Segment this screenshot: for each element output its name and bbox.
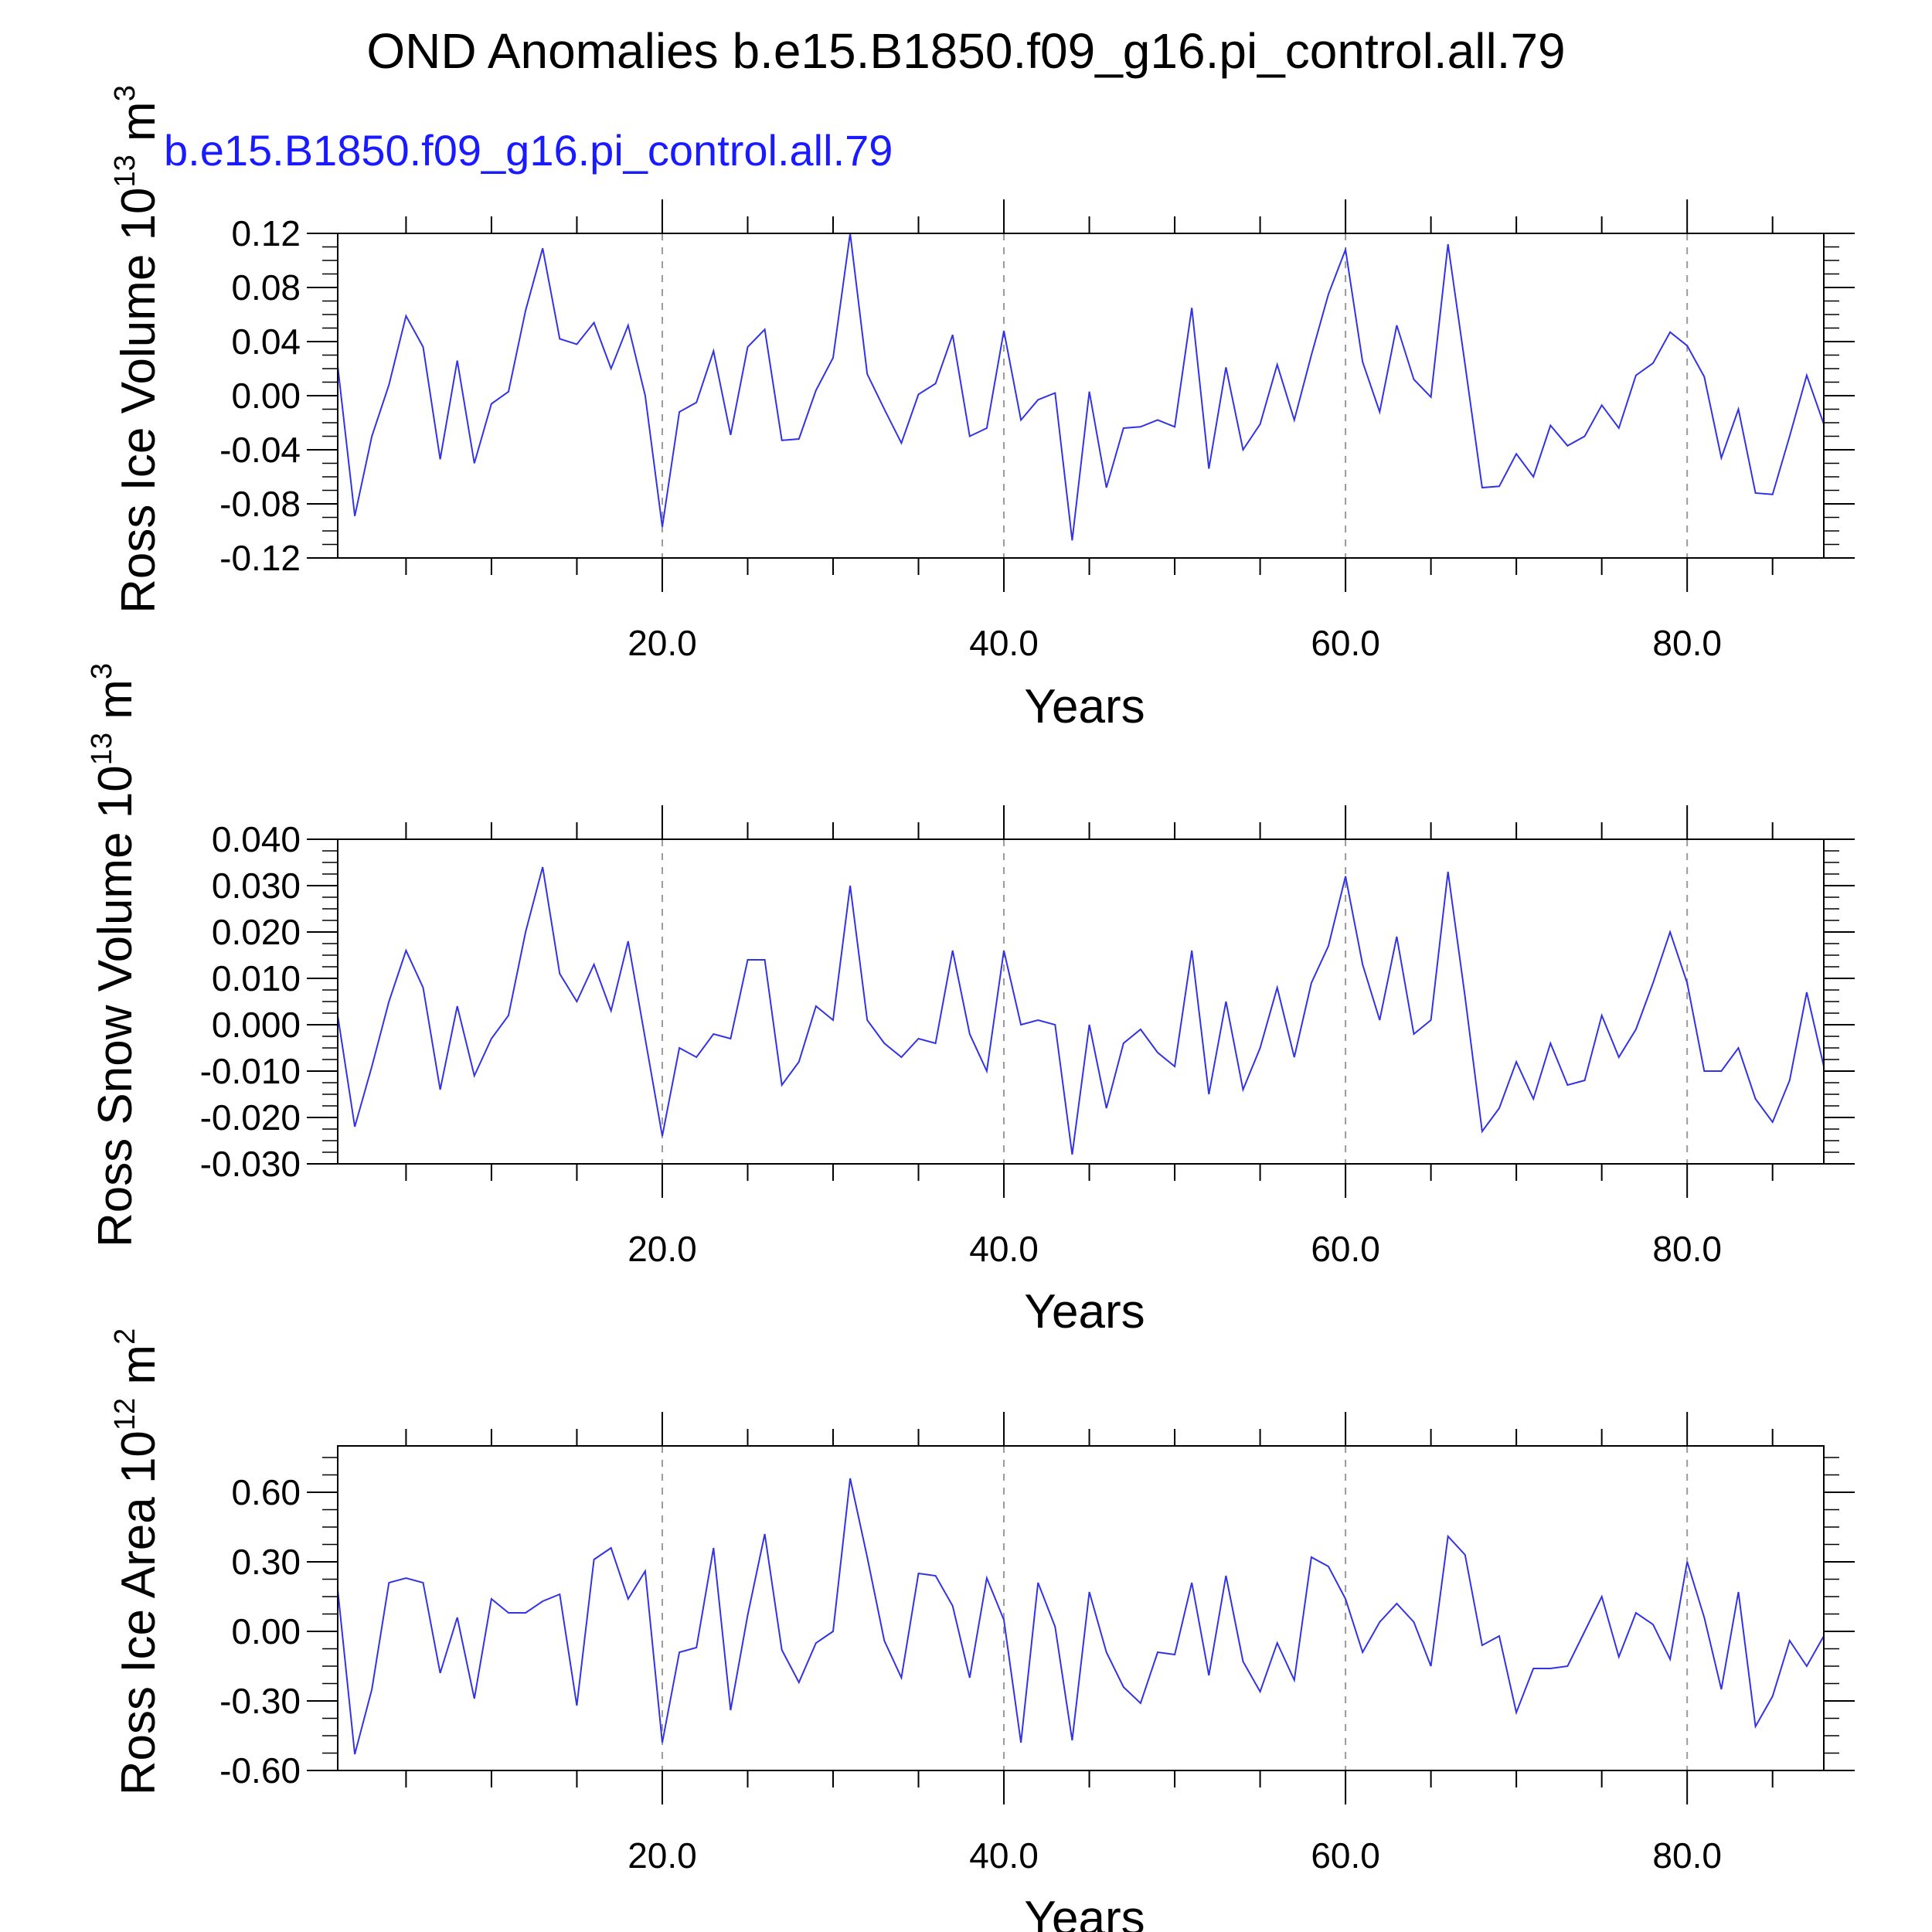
x-tick-label: 40.0 — [969, 1229, 1039, 1269]
y-unit-exponent: 12 — [109, 1398, 141, 1430]
series-line — [337, 1478, 1825, 1755]
y-tick-label: -0.04 — [219, 430, 301, 470]
y-unit-symbol: m — [89, 679, 142, 733]
figure-title: OND Anomalies b.e15.B1850.f09_g16.pi_con… — [366, 23, 1565, 79]
x-tick-label: 60.0 — [1311, 1835, 1380, 1876]
chart-panel-2: 20.0 40.0 60.0 80.0 -0.030 -0.020 -0.010 0.000 0… — [86, 663, 1855, 1338]
y-unit-symbol: m — [112, 1345, 165, 1398]
x-tick-label: 80.0 — [1652, 1835, 1722, 1876]
x-tick-label: 80.0 — [1652, 623, 1722, 663]
y-unit-symbol-exponent: 3 — [109, 85, 141, 101]
chart-panel-1: 20.0 40.0 60.0 80.0 -0.12 -0.08 -0.04 0.00 0.04 0… — [109, 85, 1855, 733]
y-label-text: Ross Ice Area — [112, 1484, 165, 1795]
y-tick-label: 0.60 — [231, 1472, 301, 1512]
y-tick-label: -0.010 — [200, 1051, 301, 1091]
x-tick-label: 60.0 — [1311, 623, 1380, 663]
y-tick-label: -0.30 — [219, 1681, 301, 1721]
y-unit-base: 10 — [112, 187, 165, 240]
y-tick-label: 0.04 — [231, 321, 301, 362]
y-tick-label: 0.12 — [231, 213, 301, 253]
y-label-text: Ross Ice Volume — [112, 240, 165, 613]
y-unit-exponent: 13 — [86, 733, 118, 765]
y-unit-symbol-exponent: 2 — [109, 1328, 141, 1345]
y-tick-label: 0.020 — [212, 912, 301, 952]
series-line — [337, 866, 1825, 1155]
x-tick-label: 60.0 — [1311, 1229, 1380, 1269]
y-tick-label: 0.08 — [231, 267, 301, 308]
chart-panel-3: 20.0 40.0 60.0 80.0 -0.60 -0.30 0.00 0.30 0.60 Ye… — [109, 1328, 1855, 1932]
series-line — [337, 233, 1825, 541]
y-unit-exponent: 13 — [109, 155, 141, 187]
y-tick-label: -0.12 — [219, 538, 301, 578]
y-axis-label: Ross Snow Volume 1013 m3 — [86, 663, 142, 1247]
case-label: b.e15.B1850.f09_g16.pi_control.all.79 — [164, 126, 893, 175]
y-tick-label: 0.030 — [212, 866, 301, 906]
y-axis-label: Ross Ice Area 1012 m2 — [109, 1328, 165, 1795]
y-tick-label: -0.08 — [219, 484, 301, 524]
y-unit-symbol-exponent: 3 — [86, 663, 118, 679]
y-unit-base: 10 — [89, 765, 142, 818]
plot-frame — [337, 233, 1825, 559]
x-axis-label: Years — [1024, 1285, 1145, 1338]
y-tick-label: -0.030 — [200, 1144, 301, 1184]
x-axis-label: Years — [1024, 680, 1145, 733]
x-tick-label: 20.0 — [628, 1835, 697, 1876]
y-tick-label: -0.60 — [219, 1750, 301, 1791]
y-label-text: Ross Snow Volume — [89, 818, 142, 1247]
y-tick-label: 0.040 — [212, 819, 301, 859]
plot-frame — [337, 838, 1825, 1165]
x-tick-label: 80.0 — [1652, 1229, 1722, 1269]
x-axis-label: Years — [1024, 1892, 1145, 1932]
x-tick-label: 20.0 — [628, 623, 697, 663]
y-tick-label: 0.010 — [212, 958, 301, 998]
chart-panels: 20.0 40.0 60.0 80.0-0.12-0.08-0.040.000.040… — [86, 85, 1855, 1932]
y-tick-label: -0.020 — [200, 1097, 301, 1138]
plot-frame — [337, 1445, 1825, 1771]
x-tick-label: 20.0 — [628, 1229, 697, 1269]
y-tick-label: 0.00 — [231, 1611, 301, 1651]
x-tick-label: 40.0 — [969, 1835, 1039, 1876]
x-tick-label: 40.0 — [969, 623, 1039, 663]
y-tick-label: 0.00 — [231, 376, 301, 416]
y-axis-label: Ross Ice Volume 1013 m3 — [109, 85, 165, 614]
y-tick-label: 0.30 — [231, 1542, 301, 1582]
y-unit-symbol: m — [112, 101, 165, 155]
y-tick-label: 0.000 — [212, 1005, 301, 1045]
y-unit-base: 10 — [112, 1430, 165, 1484]
